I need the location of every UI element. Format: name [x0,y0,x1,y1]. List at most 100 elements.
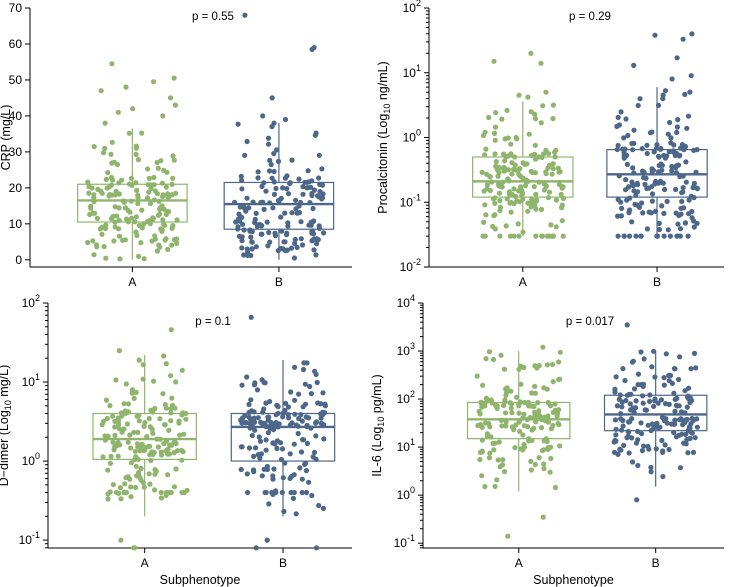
data-point [109,61,115,67]
data-point [168,418,174,424]
data-point [629,219,635,225]
data-point [150,79,157,85]
data-point [630,165,636,171]
data-point [631,62,637,68]
data-point [108,453,114,459]
x-tick-label-B: B [275,275,283,289]
data-point [618,416,624,422]
data-point [627,207,633,213]
data-point [247,227,253,233]
data-point [636,204,643,210]
data-point [508,151,514,157]
data-point [279,446,286,452]
data-point [157,244,163,250]
data-point [134,187,140,193]
data-point [540,514,546,520]
data-point [538,60,544,66]
data-point [129,387,135,393]
data-point [612,417,619,423]
data-point [678,211,684,217]
data-point [260,113,266,119]
data-point [315,237,321,243]
y-axis-title-sub: 10 [376,417,386,427]
data-point [482,152,488,158]
data-point [317,181,323,187]
data-point [549,171,555,177]
data-point [239,186,245,192]
data-point [679,142,686,148]
y-tick-label: 101 [403,63,421,80]
data-point [515,221,521,227]
data-point [644,142,650,148]
data-point [246,409,252,416]
data-point [242,152,248,158]
data-point [278,214,284,220]
data-point [288,245,295,251]
data-point [615,142,621,149]
tick-base: 10 [403,131,417,145]
tick-exponent: -1 [32,530,40,540]
data-point [677,354,683,360]
data-point [493,159,499,165]
data-point [532,390,539,396]
data-point [147,424,153,430]
data-point [242,420,248,426]
data-point [299,242,306,248]
data-point [528,50,534,56]
data-point [550,166,556,172]
data-point [615,233,621,239]
data-point [287,475,293,481]
data-point [660,96,666,102]
data-point [138,465,144,471]
data-point [693,365,699,371]
data-point [244,138,250,145]
y-tick-label: 102 [397,389,415,406]
data-point [496,190,503,196]
data-point [504,385,510,391]
data-point [669,76,675,82]
data-point [499,423,505,429]
data-point [635,428,641,434]
box-iqr [603,394,708,432]
data-point [497,183,504,189]
data-point [127,209,133,215]
data-point [265,414,271,420]
data-point [306,479,312,485]
data-point [296,391,302,397]
data-point [682,220,689,226]
data-point [102,120,108,126]
y-axis-title: Procalcitonin (Log10 ng/mL) [376,61,392,213]
data-point [105,170,111,176]
data-point [674,403,680,409]
data-point [635,437,641,443]
data-point [121,426,127,432]
data-point [503,423,509,429]
data-point [292,397,298,403]
data-point [487,174,493,180]
data-point [112,204,118,210]
data-point [664,198,670,204]
data-point [538,206,545,213]
data-point [179,457,185,463]
data-point [307,383,313,390]
data-point [671,390,677,396]
data-point [525,200,531,206]
data-point [117,485,123,491]
data-point [295,430,301,437]
data-point [621,155,627,161]
data-point [299,418,305,424]
data-point [611,449,618,455]
data-point [646,209,652,215]
data-point [280,414,286,420]
data-point [630,182,636,188]
data-point [559,202,565,208]
data-point [550,409,556,415]
data-point [273,489,279,496]
box-iqr [472,156,574,198]
data-point [148,407,154,413]
data-point [528,168,534,175]
data-point [275,197,281,204]
data-point [107,192,113,198]
